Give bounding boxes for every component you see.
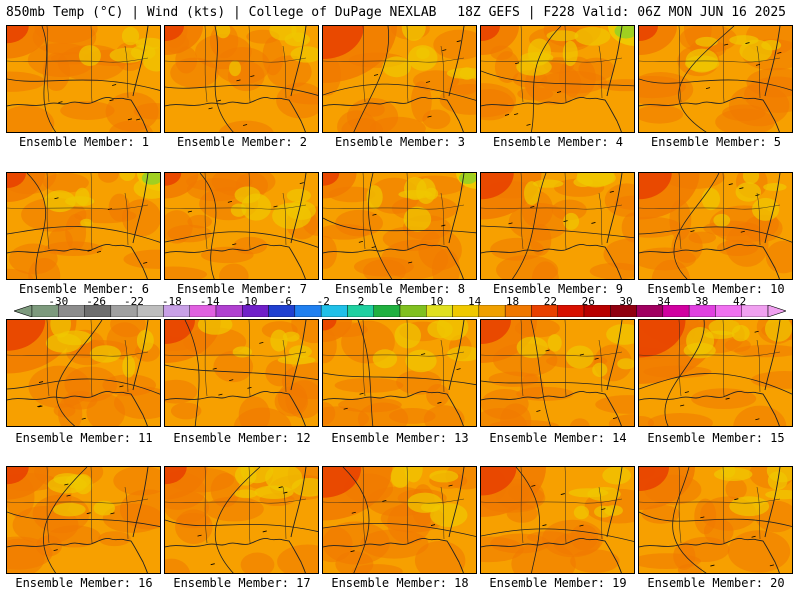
ensemble-member-label: Ensemble Member: 10 [647, 282, 785, 296]
ensemble-member-map [164, 25, 319, 133]
temperature-field [481, 173, 634, 279]
temperature-colorbar [14, 305, 786, 317]
ensemble-member-map [480, 25, 635, 133]
temperature-field [639, 26, 792, 132]
ensemble-member-label: Ensemble Member: 1 [18, 135, 150, 149]
colorbar-tick-label: 34 [657, 295, 671, 308]
ensemble-member-label: Ensemble Member: 14 [489, 431, 627, 445]
ensemble-member-label: Ensemble Member: 13 [331, 431, 469, 445]
model-run-info: 18Z GEFS | F228 Valid: 06Z MON JUN 16 20… [457, 5, 786, 20]
temperature-field [165, 26, 318, 132]
ensemble-member-label: Ensemble Member: 12 [173, 431, 311, 445]
temperature-field [481, 467, 634, 573]
colorbar-tick-label: 38 [695, 295, 709, 308]
temperature-field [323, 467, 476, 573]
ensemble-member-label: Ensemble Member: 6 [18, 282, 150, 296]
colorbar-tick-label: 42 [732, 295, 747, 308]
ensemble-member-map [6, 172, 161, 280]
ensemble-member-label: Ensemble Member: 9 [492, 282, 624, 296]
temperature-field [639, 320, 792, 426]
colorbar-tick-label: -2 [316, 295, 330, 308]
colorbar-tick-label: -18 [161, 295, 182, 308]
colorbar-tick-label: -14 [199, 295, 220, 308]
ensemble-member-map [322, 25, 477, 133]
colorbar-tick-label: 2 [357, 295, 365, 308]
colorbar-tick-label: -10 [237, 295, 258, 308]
temperature-field [7, 320, 160, 426]
colorbar-tick-label: 22 [543, 295, 557, 308]
temperature-field [7, 173, 160, 279]
ensemble-member-label: Ensemble Member: 11 [15, 431, 153, 445]
colorbar-tick-label: 6 [395, 295, 403, 308]
temperature-field [323, 26, 476, 132]
temperature-field [323, 173, 476, 279]
ensemble-member-label: Ensemble Member: 16 [15, 576, 153, 590]
ensemble-member-label: Ensemble Member: 2 [176, 135, 308, 149]
colorbar-tick-label: 26 [581, 295, 595, 308]
ensemble-member-map [638, 25, 793, 133]
colorbar-tick-label: 18 [505, 295, 520, 308]
ensemble-member-map [480, 319, 635, 427]
ensemble-member-map [638, 319, 793, 427]
temperature-field [481, 26, 634, 132]
ensemble-member-label: Ensemble Member: 3 [334, 135, 466, 149]
colorbar-tick-label: -22 [124, 295, 144, 308]
temperature-field [639, 173, 792, 279]
temperature-field [7, 26, 160, 132]
ensemble-member-label: Ensemble Member: 5 [650, 135, 782, 149]
temperature-field [165, 467, 318, 573]
ensemble-member-label: Ensemble Member: 7 [176, 282, 308, 296]
ensemble-member-map [164, 466, 319, 574]
ensemble-member-map [322, 172, 477, 280]
ensemble-member-map [6, 466, 161, 574]
ensemble-member-label: Ensemble Member: 17 [173, 576, 311, 590]
ensemble-member-map [164, 172, 319, 280]
temperature-field [323, 320, 476, 426]
ensemble-member-label: Ensemble Member: 18 [331, 576, 469, 590]
temperature-field [7, 467, 160, 573]
temperature-field [639, 467, 792, 573]
colorbar-segment [557, 305, 585, 317]
colorbar-tick-label: 30 [619, 295, 633, 308]
temperature-field [481, 320, 634, 426]
temperature-field [165, 320, 318, 426]
ensemble-member-map [6, 25, 161, 133]
ensemble-member-map [322, 319, 477, 427]
ensemble-member-label: Ensemble Member: 15 [647, 431, 785, 445]
ensemble-member-map [322, 466, 477, 574]
ensemble-member-map [480, 172, 635, 280]
ensemble-member-map [638, 172, 793, 280]
colorbar-segment [478, 305, 506, 317]
colorbar-tick-label: -30 [48, 295, 69, 308]
colorbar-tick-label: -26 [86, 295, 107, 308]
colorbar-segment [399, 305, 427, 317]
temperature-field [165, 173, 318, 279]
map-title: 850mb Temp (°C) | Wind (kts) | College o… [6, 5, 437, 20]
ensemble-member-label: Ensemble Member: 19 [489, 576, 627, 590]
ensemble-member-map [638, 466, 793, 574]
ensemble-member-map [6, 319, 161, 427]
ensemble-member-label: Ensemble Member: 8 [334, 282, 466, 296]
colorbar-tick-label: 10 [430, 295, 444, 308]
ensemble-member-map [480, 466, 635, 574]
ensemble-member-map [164, 319, 319, 427]
ensemble-member-label: Ensemble Member: 20 [647, 576, 785, 590]
ensemble-member-label: Ensemble Member: 4 [492, 135, 624, 149]
colorbar-tick-label: 14 [468, 295, 482, 308]
colorbar-tick-label: -6 [278, 295, 293, 308]
